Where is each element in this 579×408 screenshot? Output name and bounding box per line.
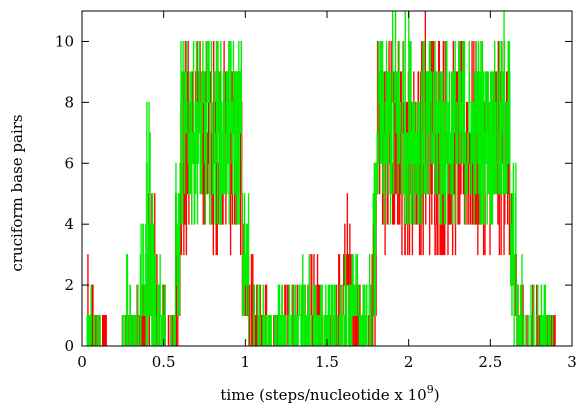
label-layer: 0 0.5 1 1.5 2 2.5 3 0 2 4 6 8 10 (55, 32, 577, 371)
y-axis-title: cruciform base pairs (8, 114, 26, 271)
x-tick-label: 1.5 (315, 353, 339, 371)
x-axis-title-exponent: 9 (427, 383, 434, 396)
y-tick-label: 4 (64, 215, 74, 233)
x-tick-label: 0 (77, 353, 87, 371)
y-tick-label: 8 (64, 93, 74, 111)
tick-layer (81, 11, 573, 347)
x-axis-title-main: time (steps/nucleotide x 10 (220, 386, 426, 404)
x-tick-label: 3 (567, 353, 577, 371)
x-tick-label: 2.5 (478, 353, 502, 371)
y-tick-label: 2 (64, 276, 74, 294)
x-axis-title-suffix: ) (434, 386, 440, 404)
x-tick-label: 1 (241, 353, 251, 371)
x-axis-title: time (steps/nucleotide x 109) (220, 383, 439, 404)
y-tick-label: 10 (55, 32, 74, 50)
y-tick-label: 6 (64, 154, 74, 172)
x-tick-label: 0.5 (152, 353, 176, 371)
y-tick-label: 0 (64, 337, 74, 355)
x-tick-label: 2 (404, 353, 414, 371)
series-line-2 (82, 11, 572, 346)
series-layer (82, 11, 572, 346)
